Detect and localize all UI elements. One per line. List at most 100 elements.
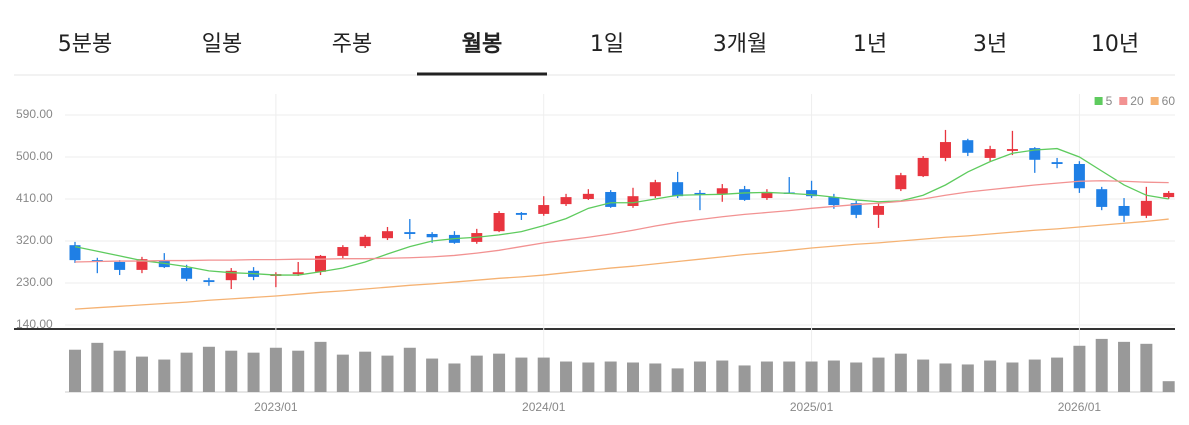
- candle-body: [426, 233, 438, 238]
- candle-body: [359, 236, 371, 247]
- candle-body: [984, 149, 996, 158]
- volume-bar: [1095, 338, 1108, 392]
- volume-bar: [180, 352, 193, 392]
- volume-bar: [225, 350, 238, 392]
- candle-body: [850, 203, 862, 215]
- volume-bar: [403, 347, 416, 392]
- volume-bar: [158, 359, 171, 392]
- candle-body: [1006, 149, 1018, 151]
- candle-body: [404, 232, 416, 234]
- moving-average-line: [74, 147, 1169, 276]
- volume-bar: [247, 352, 260, 392]
- candle-body: [939, 142, 951, 158]
- volume-bar: [917, 359, 930, 392]
- volume-bar: [493, 353, 506, 392]
- tab[interactable]: 3개월: [713, 32, 767, 57]
- candle-body: [1029, 148, 1041, 160]
- volume-bar: [1118, 341, 1131, 392]
- candle-body: [806, 190, 818, 197]
- x-tick-label: 2024/01: [522, 400, 566, 414]
- volume-bar: [381, 355, 394, 392]
- y-tick-label: 410.00: [16, 191, 53, 205]
- tab[interactable]: 3년: [973, 32, 1007, 57]
- volume-bar: [470, 355, 483, 392]
- volume-bar: [1006, 362, 1019, 392]
- candle-body: [1118, 205, 1130, 216]
- volume-bar: [202, 346, 215, 392]
- candle-body: [560, 197, 572, 205]
- volume-bar: [135, 356, 148, 392]
- volume-bar: [1073, 345, 1086, 392]
- tab[interactable]: 일봉: [202, 32, 242, 57]
- legend-label: 20: [1130, 94, 1144, 108]
- volume-bar: [560, 361, 573, 392]
- candle-body: [515, 212, 527, 215]
- y-tick-label: 500.00: [16, 149, 53, 163]
- candle-body: [315, 255, 327, 272]
- volume-bar: [850, 362, 863, 392]
- volume-bar: [582, 362, 595, 392]
- volume-bar: [783, 361, 796, 392]
- volume-bar: [827, 360, 840, 392]
- y-tick-label: 140.00: [16, 317, 53, 331]
- volume-bar: [716, 360, 729, 392]
- volume-bar: [336, 354, 349, 392]
- y-tick-label: 590.00: [16, 107, 53, 121]
- x-tick-label: 2025/01: [790, 400, 834, 414]
- candle-body: [1051, 162, 1063, 164]
- volume-bar: [359, 351, 372, 392]
- volume-bar: [292, 350, 305, 392]
- tab[interactable]: 주봉: [332, 32, 372, 57]
- legend-swatch: [1119, 97, 1128, 105]
- x-tick-label: 2026/01: [1058, 400, 1102, 414]
- candle-body: [493, 212, 505, 232]
- moving-average-line: [74, 218, 1169, 310]
- volume-bar: [69, 349, 81, 392]
- candle-body: [225, 270, 237, 281]
- volume-bar: [448, 363, 461, 392]
- candle-body: [69, 245, 81, 261]
- volume-bar: [872, 357, 885, 392]
- volume-bar: [939, 363, 952, 392]
- legend-label: 5: [1106, 94, 1113, 108]
- candle-body: [136, 259, 148, 270]
- tab[interactable]: 1년: [853, 32, 887, 57]
- moving-average-line: [74, 180, 1169, 263]
- candle-body: [114, 261, 126, 270]
- candle-body: [694, 192, 706, 195]
- tab[interactable]: 5분봉: [58, 32, 112, 57]
- volume-bar: [537, 357, 550, 392]
- volume-bar: [515, 357, 528, 392]
- candle-body: [761, 191, 773, 199]
- volume-bar: [693, 361, 706, 392]
- candle-body: [828, 197, 840, 206]
- candle-body: [962, 140, 974, 153]
- volume-bar: [1140, 343, 1153, 392]
- tab[interactable]: 월봉: [462, 32, 502, 57]
- volume-bar: [314, 341, 327, 392]
- candle-body: [1096, 189, 1108, 207]
- tab[interactable]: 1일: [590, 32, 624, 57]
- volume-bar: [760, 361, 773, 392]
- y-tick-label: 230.00: [16, 275, 53, 289]
- candle-body: [1140, 200, 1152, 216]
- volume-bar: [426, 358, 439, 392]
- volume-bar: [604, 361, 617, 392]
- candle-body: [895, 175, 907, 190]
- volume-bar: [894, 353, 907, 392]
- volume-bar: [91, 342, 104, 392]
- candle-body: [917, 157, 929, 177]
- candle-body: [672, 182, 684, 197]
- candle-body: [1163, 192, 1175, 198]
- legend-swatch: [1094, 97, 1103, 105]
- candle-body: [203, 280, 215, 283]
- volume-bar: [1028, 359, 1041, 392]
- tab[interactable]: 10년: [1091, 32, 1139, 57]
- volume-bar: [649, 363, 662, 392]
- candle-body: [605, 191, 617, 207]
- candle-body: [538, 205, 550, 214]
- volume-bar: [1162, 381, 1175, 392]
- volume-bar: [1051, 357, 1064, 392]
- legend-label: 60: [1162, 94, 1176, 108]
